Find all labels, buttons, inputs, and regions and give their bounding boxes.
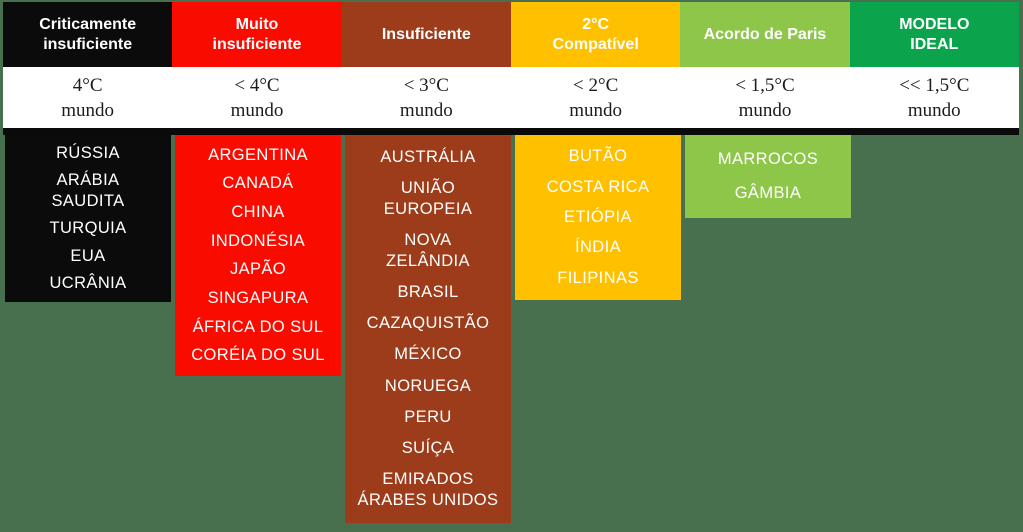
country-item: GÂMBIA	[734, 183, 802, 202]
column-criticamente-insuficiente: RÚSSIA ARÁBIA SAUDITA TURQUIA EUA UCRÂNIA	[5, 135, 171, 302]
world-label: mundo	[907, 99, 961, 121]
country-item: CHINA	[231, 202, 285, 221]
country-item: FILIPINAS	[557, 268, 639, 287]
column-acordo-de-paris: MARROCOS GÂMBIA	[685, 135, 851, 218]
country-item: UCRÂNIA	[49, 273, 127, 292]
country-item: ARGENTINA	[208, 145, 308, 164]
country-item: CANADÁ	[222, 174, 294, 193]
country-item: ÁFRICA DO SUL	[192, 317, 324, 336]
temperature-value: 4°C	[72, 74, 103, 96]
country-item: BUTÃO	[568, 147, 628, 166]
country-item: UNIÃO EUROPEIA	[383, 179, 473, 219]
world-label: mundo	[569, 99, 623, 121]
world-label: mundo	[230, 99, 284, 121]
column-insuficiente: AUSTRÁLIA UNIÃO EUROPEIA NOVA ZELÂNDIA BRAS…	[345, 135, 511, 523]
country-item: BRASIL	[397, 283, 459, 302]
temperature-cell-6: << 1,5°C mundo	[850, 67, 1019, 128]
divider-line	[3, 128, 1019, 135]
temperature-cell-1: 4°C mundo	[3, 67, 172, 128]
header-criticamente-insuficiente: Criticamente insuficiente	[3, 2, 173, 67]
country-item: COSTA RICA	[546, 177, 650, 196]
world-label: mundo	[399, 99, 453, 121]
temperature-cell-4: < 2°C mundo	[511, 67, 680, 128]
country-columns: RÚSSIA ARÁBIA SAUDITA TURQUIA EUA UCRÂNIA AR…	[3, 135, 1019, 523]
country-item: ÍNDIA	[574, 238, 621, 257]
country-item: EUA	[70, 246, 106, 265]
country-item: EMIRADOS ÁRABES UNIDOS	[357, 469, 499, 509]
world-label: mundo	[61, 99, 115, 121]
country-item: MÉXICO	[394, 345, 462, 364]
country-item: CORÉIA DO SUL	[191, 346, 325, 365]
temperature-value: < 4°C	[234, 74, 280, 96]
temperature-value: << 1,5°C	[899, 74, 970, 96]
temperature-cell-3: < 3°C mundo	[342, 67, 511, 128]
header-muito-insuficiente: Muito insuficiente	[172, 2, 342, 67]
world-label: mundo	[738, 99, 792, 121]
header-modelo-ideal: MODELO IDEAL	[849, 2, 1019, 67]
column-muito-insuficiente: ARGENTINA CANADÁ CHINA INDONÉSIA JAPÃO SINGAP…	[175, 135, 341, 376]
header-insuficiente: Insuficiente	[341, 2, 511, 67]
country-item: INDONÉSIA	[210, 231, 306, 250]
temperature-cell-2: < 4°C mundo	[172, 67, 341, 128]
country-item: SUÍÇA	[401, 438, 455, 457]
country-item: CAZAQUISTÃO	[366, 314, 490, 333]
category-header-row: Criticamente insuficiente Muito insufici…	[3, 2, 1019, 67]
country-item: ETIÓPIA	[564, 207, 632, 226]
temperature-value: < 3°C	[403, 74, 449, 96]
country-item: RÚSSIA	[56, 144, 120, 163]
temperature-band: 4°C mundo < 4°C mundo < 3°C mundo < 2°C …	[3, 67, 1019, 128]
temperature-value: < 2°C	[573, 74, 619, 96]
header-2c-compativel: 2°C Compatível	[510, 2, 681, 67]
country-item: JAPÃO	[229, 260, 287, 279]
country-item: NOVA ZELÂNDIA	[386, 231, 470, 271]
column-2c-compativel: BUTÃO COSTA RICA ETIÓPIA ÍNDIA FILIPINAS	[515, 135, 681, 300]
country-item: PERU	[404, 407, 452, 426]
country-item: SINGAPURA	[207, 288, 309, 307]
country-item: TURQUIA	[49, 219, 127, 238]
temperature-cell-5: < 1,5°C mundo	[680, 67, 849, 128]
country-item: MARROCOS	[717, 150, 819, 169]
header-acordo-de-paris: Acordo de Paris	[680, 2, 850, 67]
temperature-value: < 1,5°C	[735, 74, 795, 96]
country-item: AUSTRÁLIA	[380, 148, 476, 167]
country-item: ARÁBIA SAUDITA	[51, 171, 125, 211]
country-item: NORUEGA	[384, 376, 472, 395]
